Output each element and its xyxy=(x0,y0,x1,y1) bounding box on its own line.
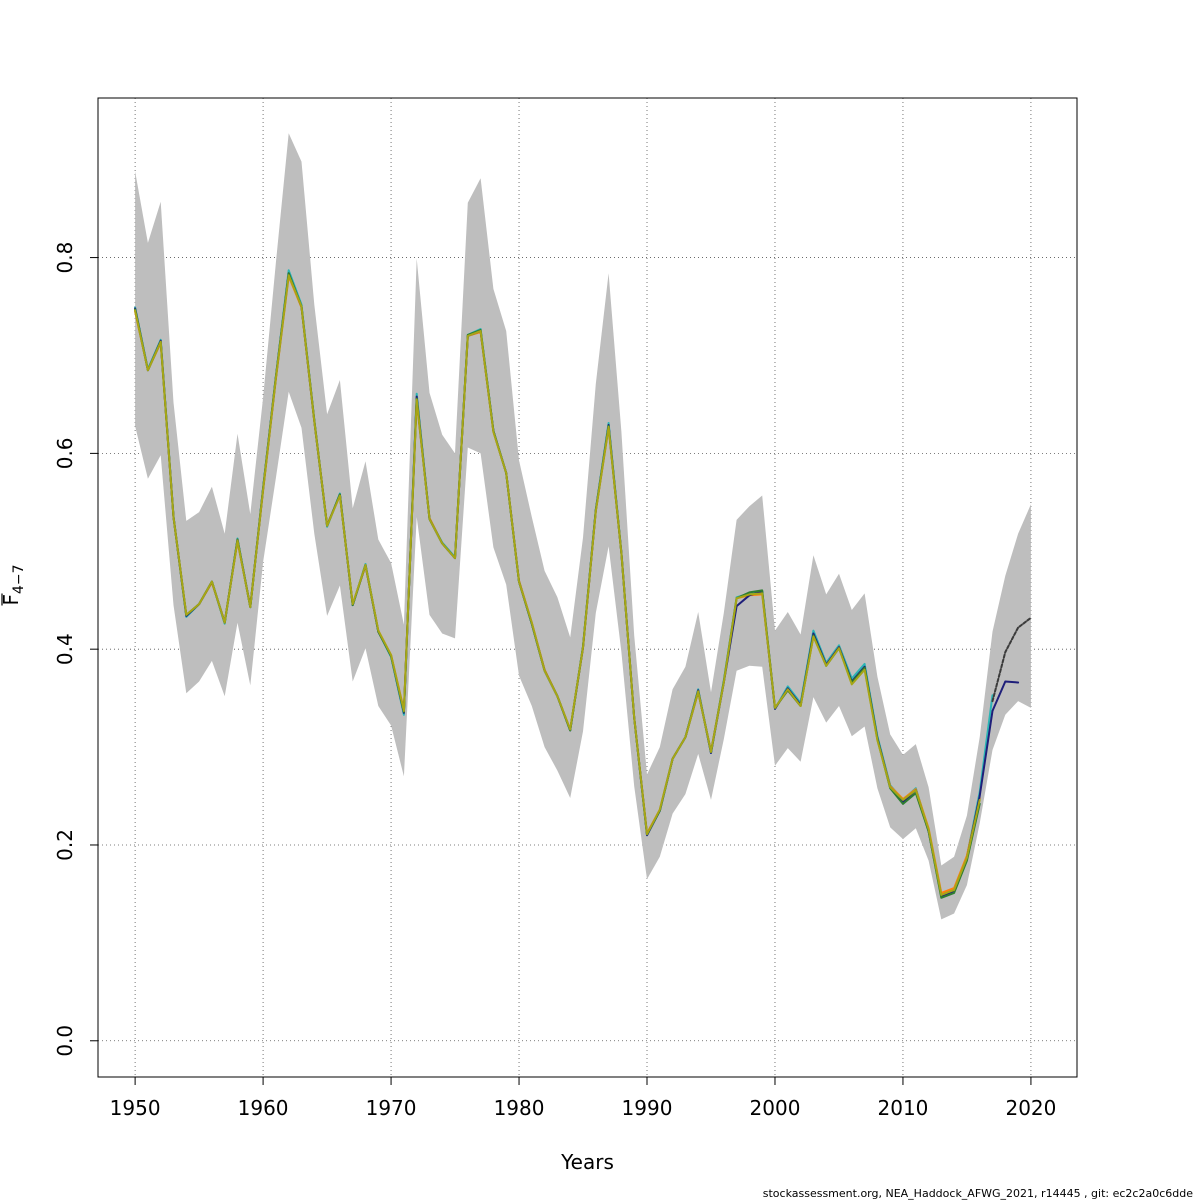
x-tick-label: 1970 xyxy=(366,1096,417,1120)
y-axis-title-subscript: 4−7 xyxy=(11,564,27,594)
y-tick-label: 0.8 xyxy=(53,242,77,274)
y-axis-title: F4−7 xyxy=(0,564,27,605)
confidence-band xyxy=(135,133,1031,920)
x-tick-label: 2000 xyxy=(750,1096,801,1120)
series-line xyxy=(991,616,1032,703)
series-line xyxy=(134,274,981,896)
x-tick-label: 1990 xyxy=(622,1096,673,1120)
y-axis-title-main: F xyxy=(0,594,23,606)
series-line xyxy=(134,269,994,896)
x-tick-label: 2020 xyxy=(1005,1096,1056,1120)
footer-credit: stockassessment.org, NEA_Haddock_AFWG_20… xyxy=(763,1187,1193,1200)
y-tick-label: 0.2 xyxy=(53,829,77,861)
series-layer xyxy=(134,269,1032,899)
plot-frame xyxy=(97,97,1078,1078)
x-tick-label: 1960 xyxy=(238,1096,289,1120)
y-tick-label: 0.6 xyxy=(53,437,77,469)
y-tick-label: 0.0 xyxy=(53,1025,77,1057)
series-line xyxy=(134,272,981,899)
y-tick-label: 0.4 xyxy=(53,633,77,665)
series-line xyxy=(134,275,981,894)
x-axis: 1950 1960 1970 1980 1990 2000 2010 2020 xyxy=(110,1077,1056,1120)
x-tick-label: 2010 xyxy=(878,1096,929,1120)
x-axis-title: Years xyxy=(560,1150,614,1174)
x-tick-label: 1980 xyxy=(494,1096,545,1120)
y-axis: 0.0 0.2 0.4 0.6 0.8 xyxy=(53,242,98,1057)
confidence-band-layer xyxy=(135,133,1031,920)
x-tick-label: 1950 xyxy=(110,1096,161,1120)
